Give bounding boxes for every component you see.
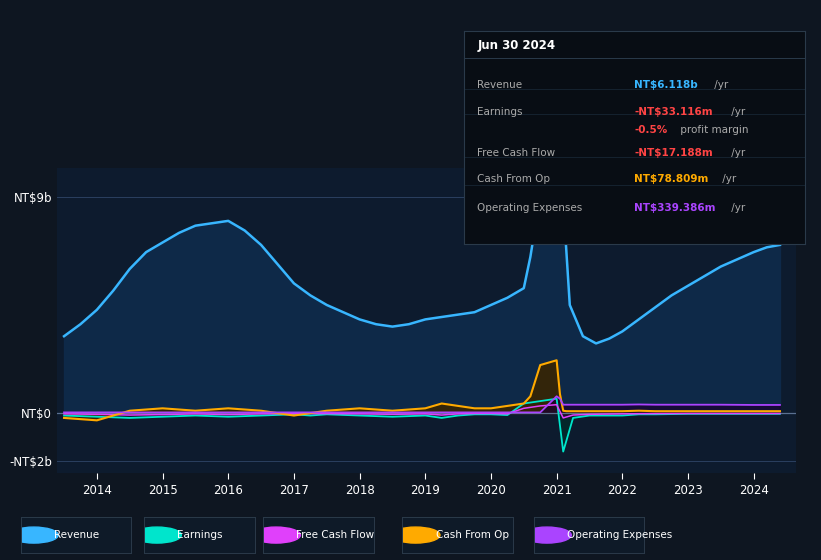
Text: profit margin: profit margin (677, 125, 748, 136)
Text: Free Cash Flow: Free Cash Flow (296, 530, 374, 540)
Circle shape (523, 527, 571, 543)
Text: -NT$17.188m: -NT$17.188m (635, 148, 713, 158)
Text: Cash From Op: Cash From Op (436, 530, 508, 540)
Text: -NT$33.116m: -NT$33.116m (635, 108, 713, 118)
Circle shape (252, 527, 300, 543)
Text: Earnings: Earnings (478, 108, 523, 118)
Text: /yr: /yr (728, 148, 745, 158)
Text: /yr: /yr (711, 80, 728, 90)
Text: Revenue: Revenue (54, 530, 99, 540)
Text: Cash From Op: Cash From Op (478, 175, 551, 184)
Circle shape (10, 527, 58, 543)
Text: /yr: /yr (728, 203, 745, 213)
Text: -0.5%: -0.5% (635, 125, 667, 136)
Text: Earnings: Earnings (177, 530, 222, 540)
Text: NT$339.386m: NT$339.386m (635, 203, 716, 213)
Text: Revenue: Revenue (478, 80, 523, 90)
Text: Free Cash Flow: Free Cash Flow (478, 148, 556, 158)
Text: /yr: /yr (719, 175, 736, 184)
Text: /yr: /yr (728, 108, 745, 118)
Circle shape (132, 527, 181, 543)
Circle shape (391, 527, 440, 543)
Text: NT$78.809m: NT$78.809m (635, 175, 709, 184)
Text: Jun 30 2024: Jun 30 2024 (478, 39, 556, 52)
Text: NT$6.118b: NT$6.118b (635, 80, 698, 90)
Text: Operating Expenses: Operating Expenses (478, 203, 583, 213)
Text: Operating Expenses: Operating Expenses (567, 530, 672, 540)
